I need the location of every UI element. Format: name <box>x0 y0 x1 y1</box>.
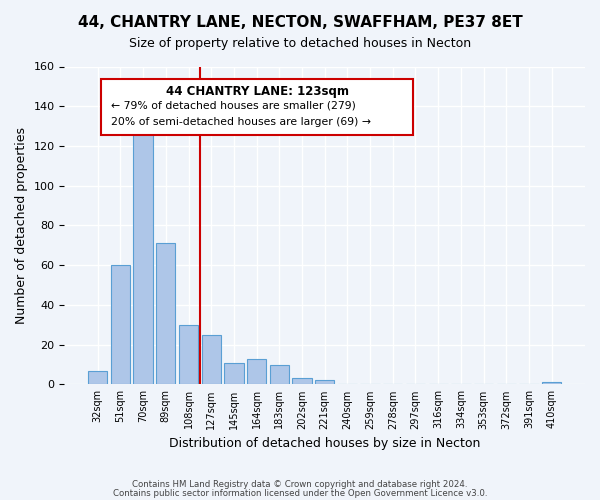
Bar <box>542 382 562 384</box>
Text: Contains public sector information licensed under the Open Government Licence v3: Contains public sector information licen… <box>113 489 487 498</box>
Bar <box>224 362 244 384</box>
Text: Contains HM Land Registry data © Crown copyright and database right 2024.: Contains HM Land Registry data © Crown c… <box>132 480 468 489</box>
Bar <box>292 378 311 384</box>
Bar <box>269 364 289 384</box>
Bar <box>156 244 175 384</box>
Text: 44, CHANTRY LANE, NECTON, SWAFFHAM, PE37 8ET: 44, CHANTRY LANE, NECTON, SWAFFHAM, PE37… <box>77 15 523 30</box>
Bar <box>202 335 221 384</box>
FancyBboxPatch shape <box>101 79 413 135</box>
Text: 20% of semi-detached houses are larger (69) →: 20% of semi-detached houses are larger (… <box>111 116 371 126</box>
Text: ← 79% of detached houses are smaller (279): ← 79% of detached houses are smaller (27… <box>111 101 356 111</box>
Bar <box>179 325 198 384</box>
Bar <box>133 134 153 384</box>
Bar <box>247 358 266 384</box>
X-axis label: Distribution of detached houses by size in Necton: Distribution of detached houses by size … <box>169 437 481 450</box>
Text: Size of property relative to detached houses in Necton: Size of property relative to detached ho… <box>129 38 471 51</box>
Text: 44 CHANTRY LANE: 123sqm: 44 CHANTRY LANE: 123sqm <box>166 85 349 98</box>
Bar <box>111 265 130 384</box>
Bar <box>88 370 107 384</box>
Y-axis label: Number of detached properties: Number of detached properties <box>15 127 28 324</box>
Bar <box>315 380 334 384</box>
